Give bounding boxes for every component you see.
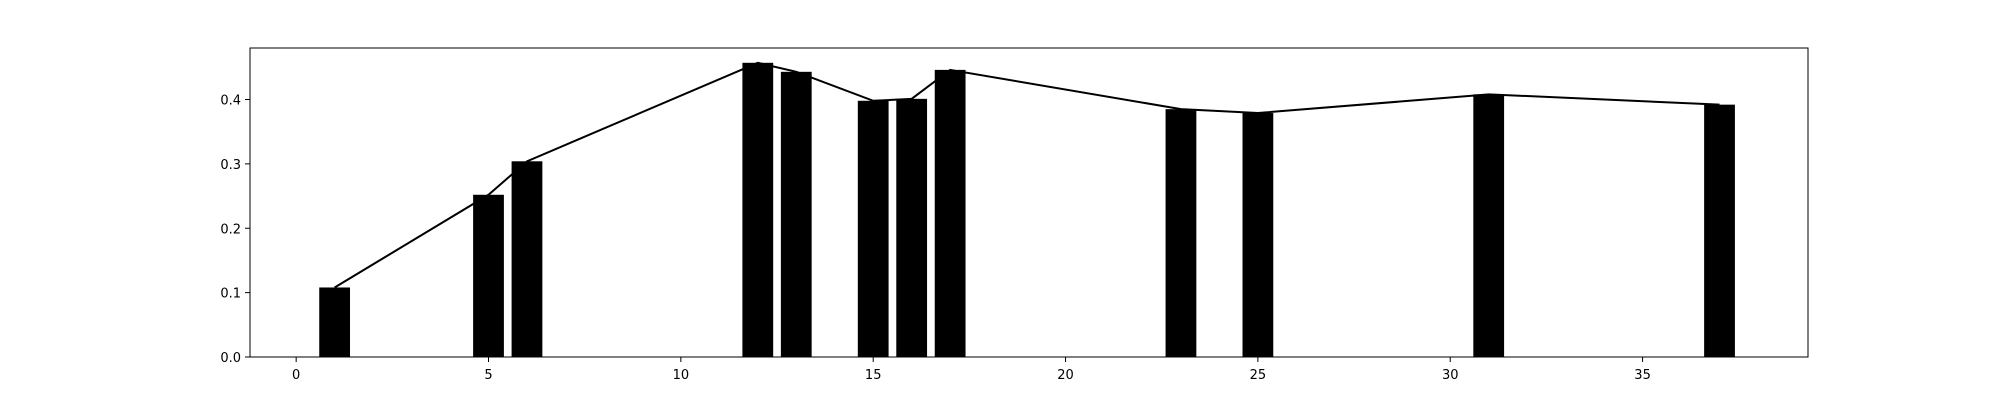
x-tick-label: 0 bbox=[292, 368, 300, 383]
x-tick-label: 10 bbox=[673, 368, 690, 383]
line-group bbox=[334, 61, 1720, 289]
bar-12 bbox=[742, 62, 774, 358]
y-tick-label: 0.3 bbox=[220, 158, 241, 173]
bar-5 bbox=[473, 194, 504, 357]
series-line bbox=[334, 61, 1720, 289]
y-tick-label: 0.2 bbox=[220, 222, 241, 237]
y-tick-label: 0.4 bbox=[220, 94, 241, 109]
bar-15 bbox=[857, 100, 889, 357]
bars-group bbox=[319, 62, 1735, 358]
plot-frame bbox=[249, 47, 1809, 358]
bar-37 bbox=[1704, 104, 1735, 358]
bar-1 bbox=[319, 287, 351, 357]
x-tick-label: 20 bbox=[1057, 368, 1074, 383]
y-tick-label: 0.1 bbox=[220, 287, 241, 302]
y-tick-label: 0.0 bbox=[220, 351, 241, 366]
bar-16 bbox=[896, 98, 928, 357]
bar-23 bbox=[1165, 109, 1197, 357]
y-axis: 0.0 0.1 0.2 0.3 0.4 bbox=[220, 94, 250, 366]
bar-6 bbox=[511, 161, 543, 357]
x-tick-label: 5 bbox=[484, 368, 492, 383]
bar-25 bbox=[1242, 113, 1274, 357]
bar-17 bbox=[934, 69, 966, 357]
bar-13 bbox=[780, 71, 812, 357]
x-tick-label: 35 bbox=[1634, 368, 1651, 383]
x-axis: 0 5 10 15 20 25 30 35 bbox=[292, 357, 1651, 383]
x-tick-label: 15 bbox=[865, 368, 882, 383]
bar-31 bbox=[1473, 94, 1505, 357]
x-tick-label: 30 bbox=[1442, 368, 1459, 383]
x-tick-label: 25 bbox=[1250, 368, 1267, 383]
